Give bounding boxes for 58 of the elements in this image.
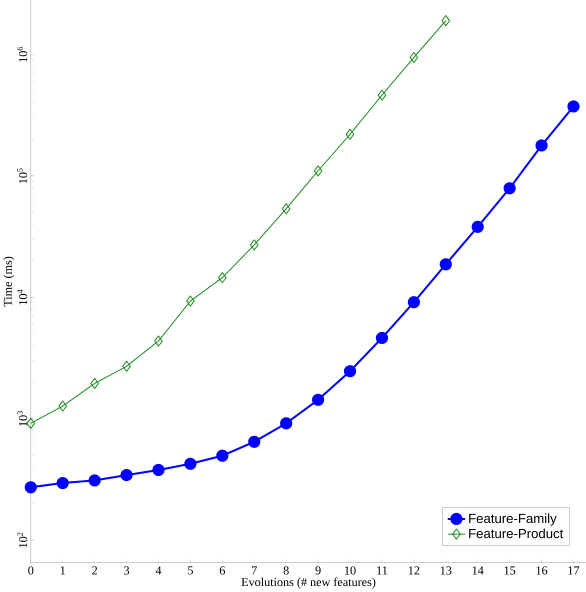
point xyxy=(441,15,450,26)
point xyxy=(345,128,354,140)
y-tick-label: 10$^{6}$ xyxy=(17,46,27,62)
point xyxy=(90,378,99,390)
x-tick-label: 14 xyxy=(472,566,484,574)
x-tick-label: 9 xyxy=(315,566,320,575)
x-tick-label: 0 xyxy=(28,566,34,575)
point xyxy=(312,394,324,406)
point xyxy=(218,272,226,284)
point xyxy=(503,182,516,194)
x-tick-label: 11 xyxy=(376,566,387,574)
x-tick-label: 17 xyxy=(568,566,579,574)
x-axis-title: Evolutions (# new features) xyxy=(241,577,376,589)
point xyxy=(535,139,548,152)
point xyxy=(377,90,386,101)
x-tick-label: 12 xyxy=(408,566,420,574)
point xyxy=(471,220,484,233)
x-tick-label: 6 xyxy=(220,566,225,575)
point xyxy=(56,476,69,490)
point xyxy=(24,481,37,494)
point xyxy=(280,417,292,430)
x-tick-label: 5 xyxy=(188,566,193,574)
y-tick-label: 10$^{3}$ xyxy=(17,411,27,426)
x-tick-label: 1 xyxy=(60,566,65,574)
x-tick-label: 3 xyxy=(124,566,129,575)
point xyxy=(88,474,101,486)
point xyxy=(122,360,131,372)
x-tick-label: 10 xyxy=(344,566,356,575)
x-tick-label: 8 xyxy=(283,566,289,575)
point xyxy=(282,203,290,214)
legend-label: Feature-Family xyxy=(468,513,556,526)
point xyxy=(567,100,580,113)
x-tick-label: 2 xyxy=(92,566,97,574)
point xyxy=(344,365,356,378)
x-tick-label: 13 xyxy=(440,566,452,575)
legend-label: Feature-Product xyxy=(468,528,563,538)
x-tick-label: 7 xyxy=(252,566,257,574)
point xyxy=(408,296,420,308)
y-tick-label: 10$^{5}$ xyxy=(17,168,27,184)
point xyxy=(152,464,164,476)
point xyxy=(409,52,418,64)
x-tick-label: 4 xyxy=(155,566,162,574)
x-tick-label: 15 xyxy=(504,566,516,574)
point xyxy=(250,239,258,250)
point xyxy=(154,335,163,347)
point xyxy=(314,165,322,176)
point xyxy=(58,400,67,412)
point xyxy=(184,458,196,470)
point xyxy=(120,469,132,482)
point xyxy=(439,258,452,270)
point xyxy=(186,296,194,307)
point xyxy=(376,332,388,344)
y-axis-title: Time (ms) xyxy=(3,256,14,307)
point xyxy=(248,436,260,448)
y-tick-label: 10$^{4}$ xyxy=(17,290,27,305)
point xyxy=(216,450,228,462)
x-tick-label: 16 xyxy=(536,566,548,575)
y-tick-label: 10$^{2}$ xyxy=(17,532,27,548)
